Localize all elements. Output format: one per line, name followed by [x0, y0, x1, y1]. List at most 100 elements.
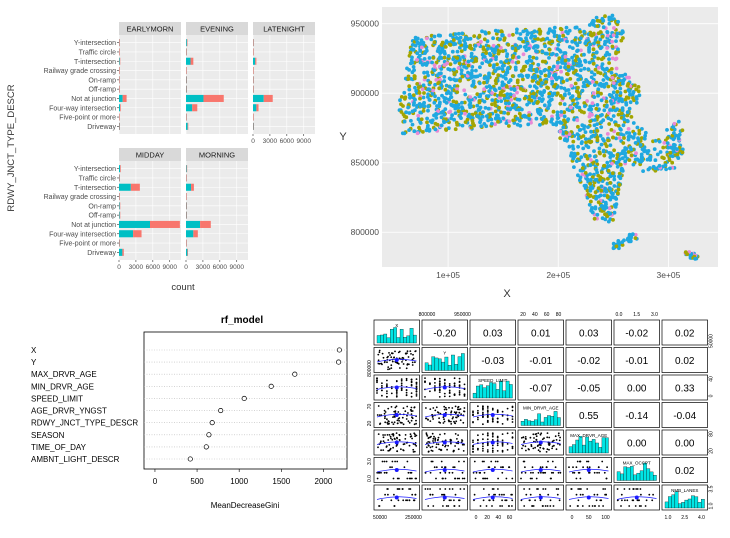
map-point — [564, 25, 569, 30]
map-point — [606, 84, 611, 89]
map-point — [595, 212, 600, 217]
pairs-scatter-point — [499, 505, 501, 507]
map-point — [442, 112, 447, 117]
pairs-scatter-point — [529, 477, 532, 480]
map-point — [552, 64, 556, 69]
map-point — [535, 101, 540, 105]
pairs-scatter-point — [383, 412, 386, 415]
pairs-scatter-point — [450, 442, 452, 445]
map-point — [667, 158, 672, 163]
pairs-scatter-point — [415, 393, 418, 395]
map-point — [587, 202, 592, 207]
pairs-bottom-axis-label: 4.0 — [698, 515, 705, 521]
map-point — [629, 115, 634, 119]
pairs-scatter-point — [482, 447, 484, 450]
map-point — [575, 48, 580, 53]
pairs-scatter-point — [395, 405, 398, 408]
map-point — [455, 56, 460, 60]
map-point — [483, 106, 488, 110]
pairs-correlation-value: -0.07 — [529, 384, 552, 395]
pairs-scatter-point — [532, 471, 534, 474]
map-point — [546, 31, 551, 35]
pairs-scatter-point — [511, 437, 514, 439]
map-point — [496, 29, 501, 34]
pairs-scatter-point — [429, 446, 432, 449]
pairs-histogram-bar — [447, 365, 452, 371]
pairs-scatter-point — [432, 505, 435, 507]
map-point — [593, 118, 597, 122]
map-point — [592, 154, 597, 159]
map-point — [463, 35, 468, 40]
pairs-cell-frame — [613, 402, 660, 428]
pairs-mean-point — [442, 440, 447, 445]
map-point — [561, 96, 565, 100]
map-point — [425, 61, 430, 65]
pairs-scatter-point — [414, 443, 417, 446]
map-point — [437, 80, 441, 85]
map-point — [520, 74, 525, 79]
facet-x-tick-label: 0 — [117, 264, 121, 271]
map-point — [643, 133, 647, 138]
pairs-scatter-point — [559, 443, 561, 446]
map-point — [427, 87, 432, 92]
map-point — [550, 39, 555, 44]
pairs-histogram-bar — [630, 466, 634, 481]
pairs-top-axis-label: 60 — [544, 312, 550, 318]
pairs-cell-r1-c6: -0.02 — [613, 319, 660, 346]
map-point — [493, 103, 498, 108]
map-point — [567, 91, 572, 96]
importance-x-tick-label: 500 — [190, 477, 204, 486]
map-point — [505, 54, 509, 59]
map-point — [509, 98, 514, 102]
map-point — [415, 51, 420, 56]
map-point — [464, 44, 469, 49]
pairs-scatter-point — [491, 451, 494, 453]
pairs-scatter-point — [491, 505, 493, 507]
pairs-scatter-point — [389, 435, 392, 438]
pairs-scatter-point — [462, 421, 465, 424]
map-point — [604, 81, 609, 86]
facet-bar — [119, 220, 150, 228]
map-point — [491, 43, 496, 48]
pairs-cell-r5-c3 — [469, 429, 516, 456]
map-point — [615, 31, 620, 36]
map-point — [613, 57, 618, 62]
map-point — [533, 34, 537, 39]
map-point — [416, 85, 421, 90]
pairs-scatter-point — [411, 364, 414, 366]
pairs-scatter-point — [451, 488, 454, 490]
pairs-scatter-point — [482, 445, 484, 448]
pairs-cell-r6-c1 — [373, 457, 420, 483]
map-point — [487, 31, 491, 35]
map-point — [580, 166, 585, 171]
pairs-scatter-point — [593, 493, 596, 496]
map-point — [620, 97, 624, 102]
pairs-scatter-point — [396, 419, 399, 422]
pairs-scatter-point — [402, 423, 405, 426]
pairs-cell-frame — [661, 402, 708, 428]
map-point — [606, 176, 610, 181]
pairs-scatter-point — [604, 488, 606, 490]
pairs-cell-r5-c2 — [421, 429, 468, 456]
map-point — [482, 37, 487, 42]
map-point — [447, 76, 452, 81]
map-point — [629, 235, 633, 240]
map-point — [576, 124, 580, 129]
map-point — [452, 67, 456, 72]
map-point — [453, 60, 457, 65]
pairs-scatter-point — [435, 446, 438, 449]
pairs-histogram-bar — [424, 362, 429, 371]
pairs-scatter-point — [440, 460, 443, 463]
pairs-scatter-point — [443, 408, 446, 411]
map-point — [579, 141, 584, 146]
pairs-scatter-point — [616, 488, 619, 490]
pairs-scatter-point — [408, 421, 411, 424]
map-point — [521, 29, 526, 34]
map-point — [610, 13, 615, 18]
pairs-correlation-value: -0.01 — [625, 356, 648, 367]
map-point — [622, 117, 626, 122]
facet-bar — [186, 39, 188, 47]
map-point — [529, 98, 534, 103]
map-point — [677, 132, 682, 137]
map-point — [575, 54, 579, 59]
